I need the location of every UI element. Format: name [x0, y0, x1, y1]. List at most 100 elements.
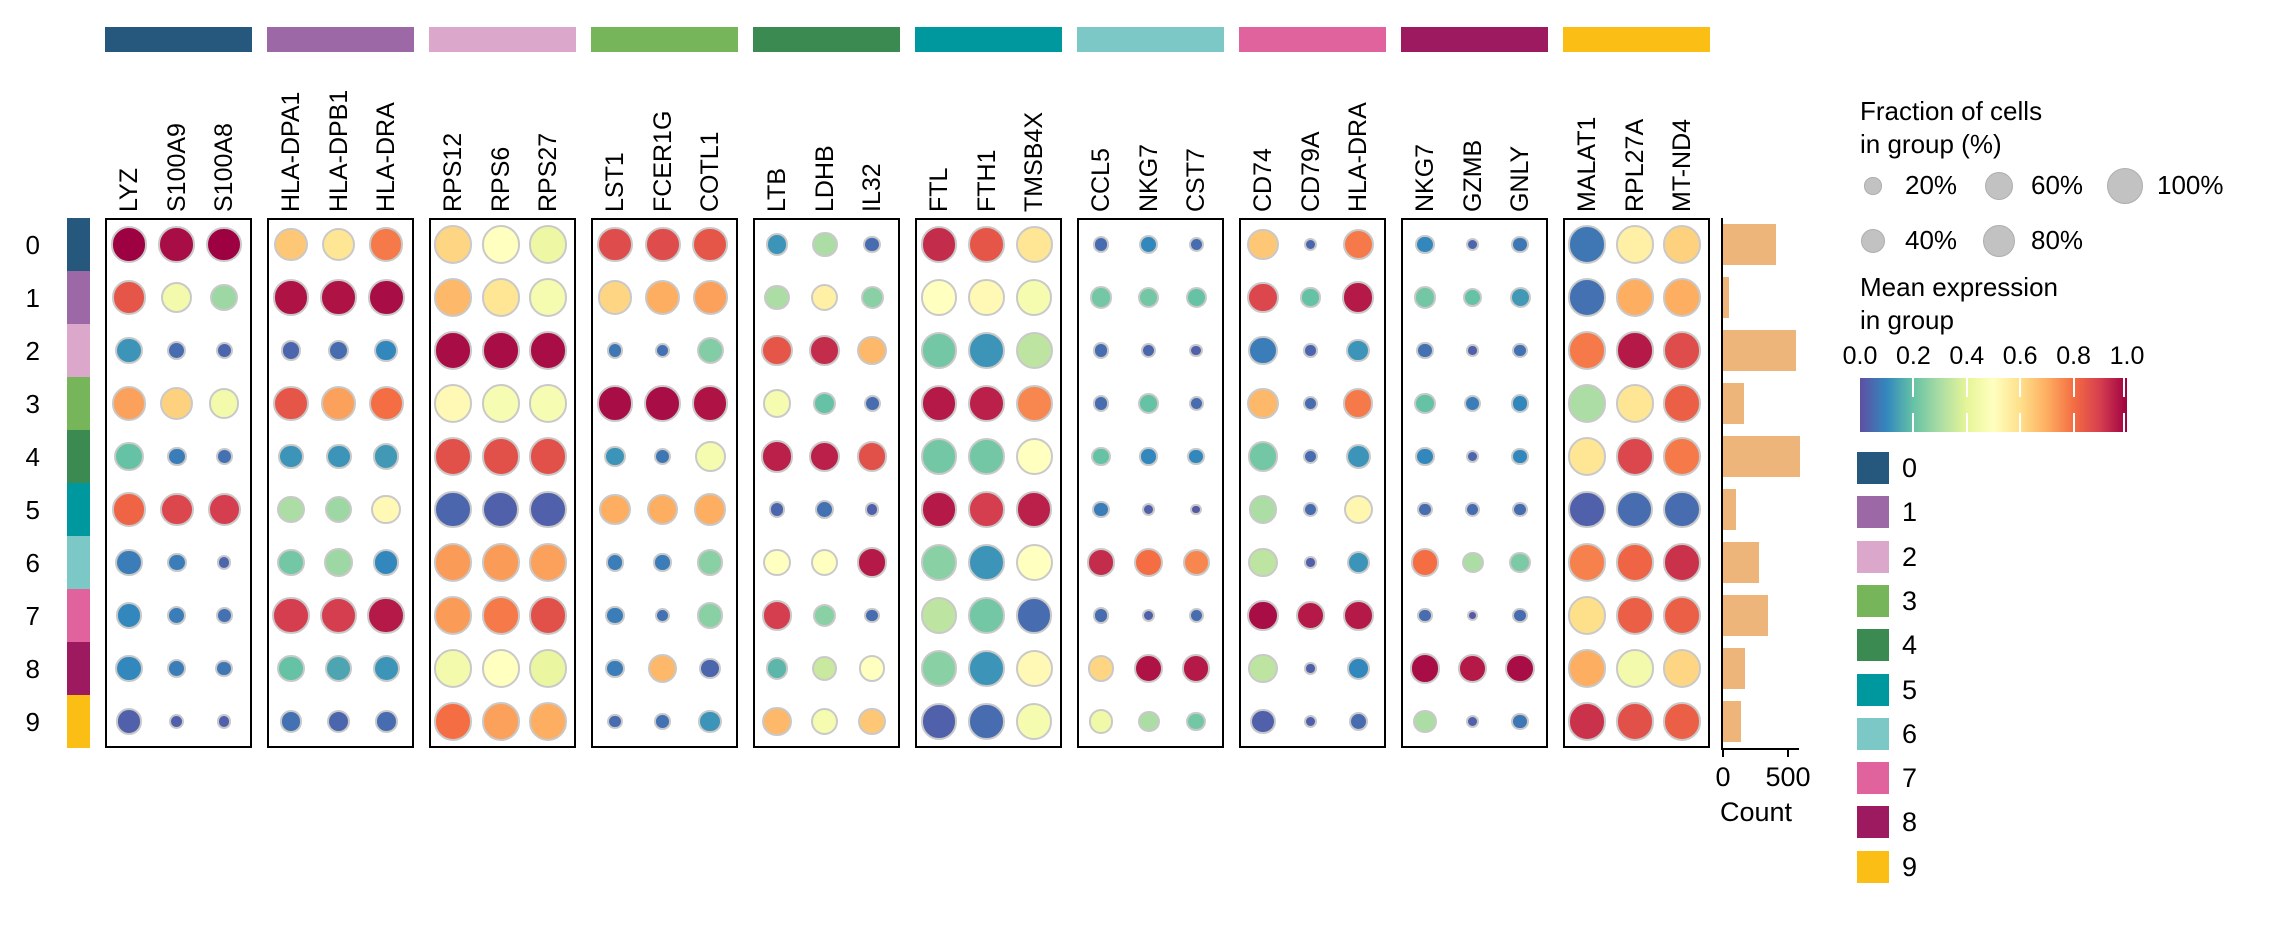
colorbar-title: Mean expression in group	[1860, 271, 2058, 337]
dot	[321, 227, 356, 262]
dot	[1346, 657, 1370, 680]
dot	[273, 385, 309, 422]
dot	[327, 339, 350, 362]
dot	[1346, 338, 1370, 363]
dot	[968, 438, 1005, 475]
gene-label: TMSB4X	[1020, 111, 1049, 212]
dot	[1615, 225, 1654, 264]
dot	[371, 494, 402, 525]
dot	[647, 653, 678, 684]
dot	[1615, 437, 1654, 476]
dot	[814, 499, 835, 520]
dot	[860, 286, 884, 309]
dot	[1015, 491, 1053, 528]
dot	[272, 596, 310, 635]
dot	[1567, 225, 1607, 264]
dot	[920, 703, 958, 740]
dot	[278, 443, 304, 470]
row-label: 6	[25, 547, 40, 578]
gene-label: LYZ	[115, 168, 143, 212]
dot	[1615, 543, 1654, 582]
dot	[1464, 395, 1482, 412]
dot	[1410, 548, 1440, 577]
dot	[279, 710, 303, 733]
cluster-legend-label: 5	[1902, 674, 1918, 705]
dot	[529, 225, 568, 264]
count-axis-tick	[1722, 748, 1724, 757]
dot	[1015, 544, 1053, 581]
dot	[277, 654, 305, 683]
dot	[607, 713, 623, 730]
dot	[114, 441, 144, 472]
dot	[605, 658, 625, 679]
dot	[811, 708, 839, 735]
dot	[694, 493, 727, 526]
dot	[1615, 331, 1654, 370]
dot	[1465, 714, 1480, 729]
gene-label: RPS27	[534, 132, 563, 212]
dot	[1303, 343, 1318, 358]
dot	[1303, 714, 1318, 729]
count-bar	[1723, 595, 1768, 636]
dot	[1015, 279, 1053, 316]
row-label: 2	[25, 335, 40, 366]
dot	[111, 386, 147, 421]
count-bar	[1723, 648, 1746, 689]
gene-label: CD74	[1249, 148, 1277, 212]
row-color-strip-band	[67, 430, 90, 483]
dot	[644, 385, 681, 422]
dot	[812, 603, 837, 628]
dot	[1462, 287, 1483, 308]
dot	[209, 388, 240, 419]
dot	[1343, 495, 1373, 524]
gene-label: FTL	[925, 167, 953, 212]
dot	[374, 338, 398, 363]
gene-label: NKG7	[1134, 143, 1163, 212]
colorbar-notch	[2019, 378, 2022, 397]
size-legend-title: Fraction of cells in group (%)	[1860, 95, 2042, 161]
dot	[1465, 449, 1480, 464]
dot	[1086, 548, 1116, 577]
dot	[1142, 608, 1156, 623]
dot	[1087, 655, 1115, 682]
dot	[1248, 653, 1278, 684]
dot	[699, 657, 722, 680]
row-color-strip-band	[67, 218, 90, 271]
count-left-spine	[1721, 218, 1723, 748]
dot	[166, 340, 187, 361]
dot	[765, 657, 789, 680]
dot	[605, 605, 625, 626]
dot	[280, 340, 302, 361]
dot	[1512, 501, 1529, 518]
dot	[272, 279, 310, 316]
dot	[1663, 331, 1702, 370]
dot	[1138, 234, 1159, 255]
dot	[1511, 712, 1529, 731]
gene-label: MT-ND4	[1668, 118, 1697, 212]
cluster-topbar	[1077, 27, 1224, 52]
dot	[1512, 607, 1529, 624]
dot	[368, 227, 404, 262]
dot	[1663, 543, 1702, 582]
dot	[1413, 286, 1437, 309]
dot	[433, 596, 473, 635]
dot	[1304, 556, 1317, 569]
count-axis-line	[1721, 748, 1799, 750]
dot	[920, 226, 958, 263]
gene-label: CCL5	[1087, 148, 1115, 212]
dot	[1342, 281, 1375, 314]
dot	[1511, 394, 1530, 413]
row-label: 1	[25, 282, 40, 313]
gene-label: IL32	[858, 163, 887, 212]
dot	[1302, 501, 1319, 518]
dot	[1615, 702, 1654, 741]
dot	[1615, 490, 1654, 529]
dot	[159, 386, 194, 421]
count-axis-tick	[1787, 748, 1789, 757]
dot	[1509, 287, 1531, 308]
colorbar-notch	[2072, 378, 2075, 397]
dot	[1348, 711, 1368, 732]
dot	[644, 226, 681, 263]
cluster-topbar	[1401, 27, 1548, 52]
dot	[1567, 384, 1607, 423]
